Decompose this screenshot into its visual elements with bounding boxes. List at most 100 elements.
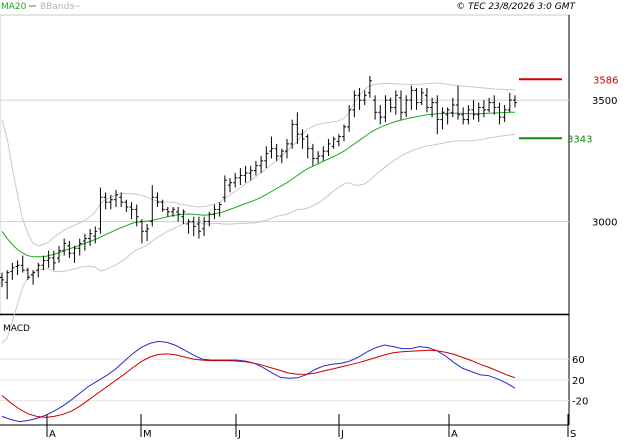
ohlc-bar — [207, 211, 212, 227]
ohlc-bar — [367, 75, 372, 98]
ohlc-bar — [435, 95, 440, 135]
ohlc-bar — [15, 260, 20, 275]
ohlc-bar — [487, 97, 492, 113]
ohlc-bar — [51, 250, 56, 271]
ohlc-bar — [20, 255, 25, 273]
ohlc-bar — [165, 207, 170, 217]
ohlc-bar — [274, 143, 279, 161]
ohlc-bar — [336, 134, 341, 147]
ohlc-bar — [269, 136, 274, 159]
price-tick-label: 3000 — [592, 218, 617, 229]
ohlc-bar — [310, 143, 315, 166]
ohlc-bar — [378, 105, 383, 125]
ohlc-bar — [279, 148, 284, 164]
legend-ma20: MA20 — [1, 2, 27, 12]
ohlc-bar — [285, 139, 289, 159]
ohlc-bar — [217, 202, 222, 217]
ohlc-bar — [31, 270, 36, 285]
ohlc-bar — [10, 262, 15, 280]
ohlc-bar — [414, 88, 419, 110]
ohlc-bar — [238, 168, 243, 186]
ohlc-bar — [481, 100, 486, 118]
ohlc-bar — [492, 95, 497, 115]
ohlc-bar — [352, 90, 357, 118]
ohlc-bars — [0, 75, 517, 300]
ohlc-bar — [41, 255, 46, 271]
ohlc-bar — [222, 175, 227, 203]
ohlc-bar — [253, 160, 258, 176]
ohlc-bar — [321, 146, 326, 161]
ohlc-bar — [62, 238, 67, 256]
ohlc-bar — [342, 124, 346, 142]
ma20-line-group — [1, 111, 515, 258]
time-tick-label: J — [340, 429, 344, 440]
ohlc-bar — [176, 207, 181, 222]
ohlc-bar — [171, 207, 175, 217]
ohlc-bar — [134, 204, 139, 227]
ohlc-bar — [383, 95, 388, 122]
macd-grid — [0, 358, 569, 402]
ohlc-bar — [5, 270, 10, 300]
bollinger-upper-line — [1, 82, 516, 247]
ohlc-bar — [476, 102, 481, 122]
ohlc-bar — [191, 216, 196, 237]
copyright-text: © TEC 23/8/2026 3:0 GMT — [456, 2, 576, 12]
ohlc-bar — [248, 165, 253, 181]
ohlc-bar — [181, 209, 186, 224]
ohlc-bar — [186, 219, 191, 234]
ohlc-bar — [57, 245, 61, 263]
chart-header: MA20 BBands © TEC 23/8/2026 3:0 GMT — [1, 2, 577, 12]
bollinger-lower-line — [1, 134, 516, 344]
macd-tick-label: -20 — [572, 397, 588, 408]
ohlc-bar — [305, 134, 310, 159]
support-label: 3343 — [567, 134, 592, 145]
time-tick-label: J — [237, 429, 241, 440]
macd-tick-label: 20 — [572, 376, 585, 387]
ohlc-bar — [212, 204, 217, 220]
ohlc-bar — [108, 194, 113, 210]
price-axis: 3000 3500 — [592, 96, 617, 228]
macd-label: MACD — [3, 324, 30, 334]
resistance-label: 3586 — [593, 75, 618, 86]
price-tick-label: 3500 — [592, 96, 617, 107]
ohlc-bar — [233, 173, 238, 188]
ohlc-bar — [295, 112, 300, 144]
ohlc-bar — [513, 95, 517, 108]
ohlc-bar — [316, 151, 321, 164]
ma20-line — [1, 111, 515, 258]
price-levels: 3586 3343 — [519, 75, 618, 145]
ohlc-bar — [139, 219, 144, 244]
ohlc-bar — [326, 139, 331, 156]
ohlc-bar — [419, 88, 424, 105]
ohlc-bar — [264, 146, 269, 169]
ohlc-bar — [124, 199, 129, 212]
ohlc-bar — [155, 192, 160, 207]
price-grid — [0, 99, 569, 223]
ohlc-bar — [430, 97, 435, 118]
ohlc-bar — [88, 228, 93, 246]
ohlc-bar — [72, 245, 77, 263]
ohlc-bar — [67, 241, 72, 258]
ohlc-bar — [456, 85, 460, 120]
ohlc-bar — [445, 107, 450, 125]
ohlc-bar — [502, 105, 507, 122]
ohlc-bar — [461, 107, 466, 125]
ohlc-bar — [145, 224, 150, 241]
ohlc-bar — [393, 90, 398, 115]
ohlc-bar — [93, 226, 98, 244]
ohlc-bar — [466, 105, 471, 125]
ohlc-bar — [388, 97, 393, 113]
ohlc-bar — [331, 136, 336, 149]
ohlc-bar — [202, 216, 207, 237]
ohlc-bar — [129, 202, 134, 220]
macd-lines — [1, 340, 516, 423]
bollinger-bands — [1, 82, 516, 344]
ohlc-bar — [357, 88, 362, 110]
ohlc-bar — [507, 92, 512, 113]
ohlc-bar — [114, 190, 118, 207]
ohlc-bar — [0, 272, 4, 288]
time-tick-label: S — [570, 429, 576, 440]
